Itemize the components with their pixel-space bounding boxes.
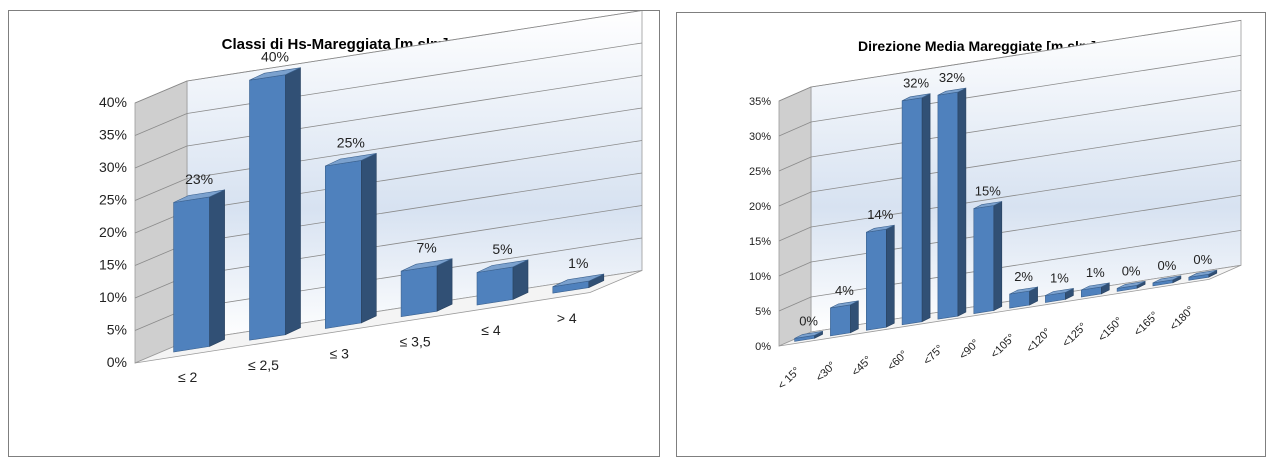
bar: [324, 152, 377, 329]
bar: [1009, 286, 1038, 309]
x-tick-label: <125°: [1060, 321, 1089, 350]
x-tick-label: <45°: [850, 354, 875, 379]
bar: [476, 259, 529, 306]
data-label: 1%: [568, 255, 588, 271]
data-label: 14%: [867, 207, 893, 222]
y-tick-label: 25%: [749, 166, 771, 178]
y-tick-label: 40%: [99, 94, 127, 110]
x-tick-label: <150°: [1096, 315, 1125, 344]
x-tick-label: <120°: [1024, 326, 1053, 355]
y-tick-label: 5%: [107, 322, 127, 338]
chart-title: Classi di Hs-Mareggiata [m slm]: [222, 36, 449, 53]
gridline: [134, 80, 188, 104]
x-tick-label: ≤ 3,5: [400, 334, 431, 350]
gridline: [810, 19, 1242, 88]
gridline: [810, 124, 1242, 193]
data-label: 0%: [1122, 263, 1141, 278]
y-tick-label: 20%: [749, 201, 771, 213]
bar: [1045, 287, 1074, 303]
data-label: 40%: [261, 49, 289, 65]
gridline: [810, 89, 1242, 158]
bar: [830, 300, 859, 337]
bar: [249, 67, 301, 341]
bar: [973, 201, 1003, 314]
x-tick-label: <30°: [814, 359, 839, 384]
bar: [1188, 269, 1218, 281]
y-tick-label: 10%: [749, 271, 771, 283]
x-tick-label: ≤ 4: [481, 322, 501, 338]
y-tick-label: 5%: [755, 306, 771, 318]
y-tick-label: 15%: [749, 236, 771, 248]
chart-title: Direzione Media Mareggiate [m slm]: [858, 38, 1096, 54]
x-tick-label: ≤ 2: [178, 369, 198, 385]
x-tick-label: > 4: [557, 310, 577, 326]
data-label: 32%: [903, 76, 929, 91]
y-tick-label: 30%: [99, 159, 127, 175]
bar: [1152, 275, 1182, 287]
y-tick-label: 10%: [99, 289, 127, 305]
y-tick-label: 35%: [749, 96, 771, 108]
bar: [1080, 282, 1110, 298]
chart-direction: Direzione Media Mareggiate [m slm] 0% 5% 1…: [749, 19, 1242, 392]
gridline: [186, 11, 642, 82]
x-tick-label: ≤ 2,5: [248, 357, 279, 373]
bar: [173, 189, 225, 353]
chart-panel-direction: Direzione Media Mareggiate [m slm] 0% 5% 1…: [676, 12, 1266, 457]
data-label: 5%: [492, 241, 512, 257]
data-label: 0%: [1193, 252, 1212, 267]
x-tick-label: <75°: [921, 343, 946, 368]
x-tick-label: ≤ 3: [330, 345, 350, 361]
data-label: 1%: [1086, 265, 1105, 280]
y-tick-label: 0%: [107, 354, 127, 370]
y-tick-label: 35%: [99, 127, 127, 143]
gridline: [134, 145, 188, 169]
data-label: 2%: [1014, 269, 1033, 284]
data-label: 23%: [185, 171, 213, 187]
gridline: [810, 159, 1242, 228]
data-label: 1%: [1050, 270, 1069, 285]
bar: [1116, 280, 1146, 292]
bar: [866, 224, 895, 331]
bar: [794, 330, 823, 342]
bar: [937, 87, 967, 320]
y-tick-label: 20%: [99, 224, 127, 240]
data-label: 25%: [337, 134, 365, 150]
gridline: [778, 191, 812, 207]
bar: [552, 273, 605, 294]
data-label: 32%: [939, 70, 965, 85]
side-wall: [778, 86, 812, 347]
data-label: 0%: [1158, 258, 1177, 273]
data-label: 15%: [975, 184, 1001, 199]
chart-hs-classes: Classi di Hs-Mareggiata [m slm] 0% 5% 10% 1…: [99, 11, 643, 385]
x-tick-label: <60°: [885, 348, 910, 373]
gridline: [778, 156, 812, 172]
x-tick-label: <105°: [989, 332, 1018, 361]
gridline: [134, 178, 188, 201]
gridline: [810, 54, 1242, 123]
y-tick-label: 25%: [99, 192, 127, 208]
bar: [901, 93, 931, 326]
gridline: [134, 113, 188, 136]
y-tick-label: 15%: [99, 257, 127, 273]
data-label: 7%: [417, 240, 437, 256]
gridline: [778, 296, 812, 312]
data-label: 4%: [835, 283, 854, 298]
x-tick-label: <180°: [1168, 304, 1197, 333]
y-tick-label: 30%: [749, 131, 771, 143]
x-tick-label: < 15°: [776, 365, 803, 392]
x-tick-label: <90°: [957, 337, 982, 362]
gridline: [778, 261, 812, 277]
bar: [400, 258, 453, 318]
data-label: 0%: [799, 313, 818, 328]
gridline: [778, 226, 812, 242]
gridline: [778, 121, 812, 137]
gridline: [778, 86, 812, 102]
chart-panel-hs-classes: Classi di Hs-Mareggiata [m slm] 0% 5% 10% 1…: [8, 10, 660, 457]
x-tick-label: <165°: [1132, 310, 1161, 339]
y-tick-label: 0%: [755, 341, 771, 353]
